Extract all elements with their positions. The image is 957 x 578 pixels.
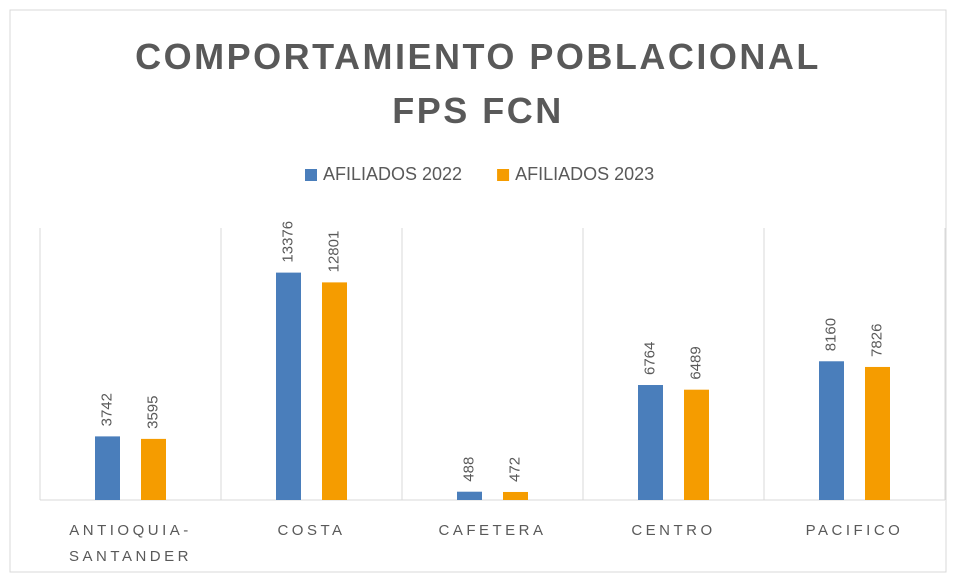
bar <box>684 389 709 500</box>
x-tick-label: COSTA <box>277 522 346 539</box>
x-tick-label: CAFETERA <box>438 522 547 539</box>
bar <box>819 361 844 500</box>
value-label: 6489 <box>687 346 704 379</box>
value-label: 12801 <box>325 231 342 273</box>
value-label: 13376 <box>279 221 296 263</box>
value-label: 6764 <box>641 342 658 375</box>
x-tick-label: CENTRO <box>631 522 716 539</box>
legend-swatch <box>305 169 317 181</box>
x-tick-label: PACIFICO <box>805 522 904 539</box>
value-label: 472 <box>506 457 523 482</box>
bar <box>503 491 528 500</box>
chart-title: COMPORTAMIENTO POBLACIONAL FPS FCN <box>135 36 821 131</box>
x-tick-label: ANTIOQUIA-SANTANDER <box>69 522 192 565</box>
bar <box>141 438 166 500</box>
bar <box>276 272 301 500</box>
bar <box>865 366 890 500</box>
bar <box>638 385 663 500</box>
value-label: 3595 <box>144 396 161 429</box>
value-label: 3742 <box>98 393 115 426</box>
legend-label: AFILIADOS 2023 <box>515 164 654 184</box>
bar <box>457 491 482 500</box>
bar <box>95 436 120 500</box>
value-label: 7826 <box>868 324 885 357</box>
bar <box>322 282 347 500</box>
legend-swatch <box>497 169 510 181</box>
value-label: 8160 <box>822 318 839 351</box>
legend-label: AFILIADOS 2022 <box>323 164 462 184</box>
chart-border <box>9 9 947 573</box>
value-label: 488 <box>460 457 477 482</box>
